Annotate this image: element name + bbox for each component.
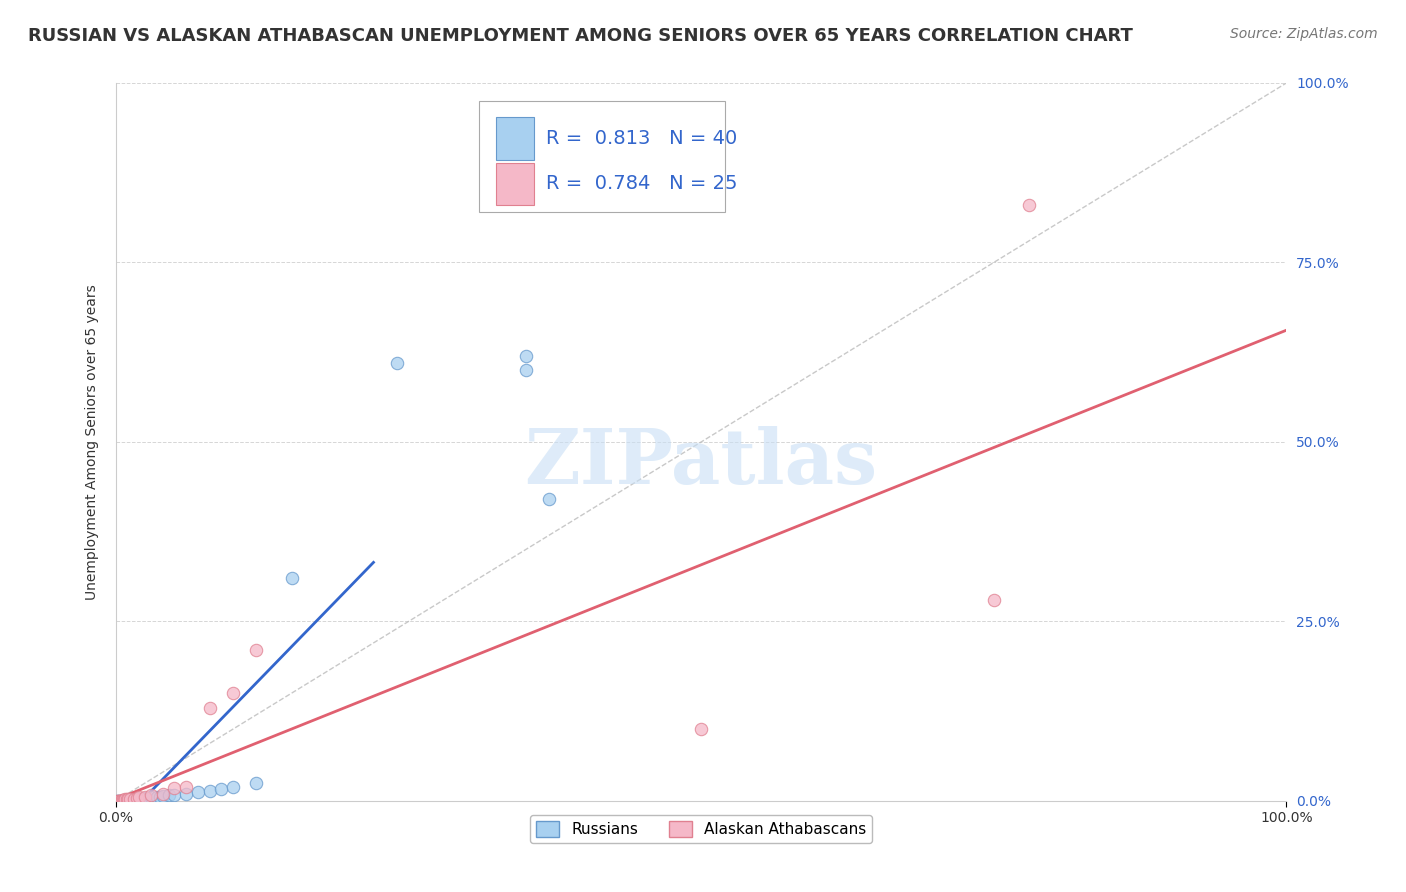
Point	[174, 787, 197, 801]
Point	[538, 492, 561, 507]
Point	[983, 592, 1005, 607]
Point	[157, 788, 180, 802]
Point	[146, 790, 169, 805]
Point	[125, 792, 148, 806]
Point	[111, 793, 134, 807]
Point	[515, 349, 537, 363]
Point	[125, 792, 148, 806]
Point	[105, 794, 128, 808]
Point	[163, 780, 186, 795]
Y-axis label: Unemployment Among Seniors over 65 years: Unemployment Among Seniors over 65 years	[86, 284, 100, 599]
Point	[132, 791, 155, 805]
Point	[135, 791, 157, 805]
Point	[118, 791, 141, 805]
Point	[117, 792, 139, 806]
Point	[128, 790, 150, 805]
Point	[115, 792, 138, 806]
Point	[245, 776, 267, 790]
Point	[122, 791, 145, 805]
Point	[209, 782, 232, 797]
Point	[515, 363, 537, 377]
Point	[112, 794, 135, 808]
Point	[131, 791, 153, 805]
Point	[117, 794, 139, 808]
Text: R =  0.784   N = 25: R = 0.784 N = 25	[546, 174, 737, 194]
Point	[124, 793, 146, 807]
Text: R =  0.813   N = 40: R = 0.813 N = 40	[546, 129, 737, 148]
Point	[121, 793, 143, 807]
Point	[112, 793, 135, 807]
Point	[163, 788, 186, 802]
Text: ZIPatlas: ZIPatlas	[524, 426, 877, 500]
Text: Source: ZipAtlas.com: Source: ZipAtlas.com	[1230, 27, 1378, 41]
Point	[114, 792, 136, 806]
Point	[198, 700, 221, 714]
Point	[222, 780, 245, 794]
FancyBboxPatch shape	[479, 101, 724, 212]
Point	[198, 784, 221, 798]
Point	[1018, 198, 1040, 212]
Point	[114, 794, 136, 808]
Point	[108, 794, 131, 808]
Point	[105, 794, 128, 808]
Point	[108, 794, 131, 808]
Point	[111, 793, 134, 807]
Point	[118, 793, 141, 807]
Point	[127, 792, 149, 806]
Point	[174, 780, 197, 794]
FancyBboxPatch shape	[496, 118, 534, 160]
Point	[187, 785, 209, 799]
Point	[115, 794, 138, 808]
Point	[125, 791, 148, 805]
Point	[110, 794, 132, 808]
Point	[245, 643, 267, 657]
Point	[107, 794, 129, 808]
Point	[110, 794, 132, 808]
Point	[152, 789, 174, 803]
Point	[111, 794, 134, 808]
FancyBboxPatch shape	[496, 162, 534, 205]
Point	[152, 787, 174, 801]
Point	[149, 789, 172, 804]
Point	[139, 790, 162, 805]
Point	[122, 793, 145, 807]
Point	[134, 789, 156, 804]
Text: RUSSIAN VS ALASKAN ATHABASCAN UNEMPLOYMENT AMONG SENIORS OVER 65 YEARS CORRELATI: RUSSIAN VS ALASKAN ATHABASCAN UNEMPLOYME…	[28, 27, 1133, 45]
Point	[120, 793, 142, 807]
Point	[280, 571, 302, 585]
Point	[107, 794, 129, 808]
Point	[118, 794, 141, 808]
Point	[111, 794, 134, 808]
Point	[385, 356, 408, 370]
Point	[690, 722, 713, 736]
Legend: Russians, Alaskan Athabascans: Russians, Alaskan Athabascans	[530, 815, 872, 844]
Point	[128, 792, 150, 806]
Point	[222, 686, 245, 700]
Point	[139, 788, 162, 802]
